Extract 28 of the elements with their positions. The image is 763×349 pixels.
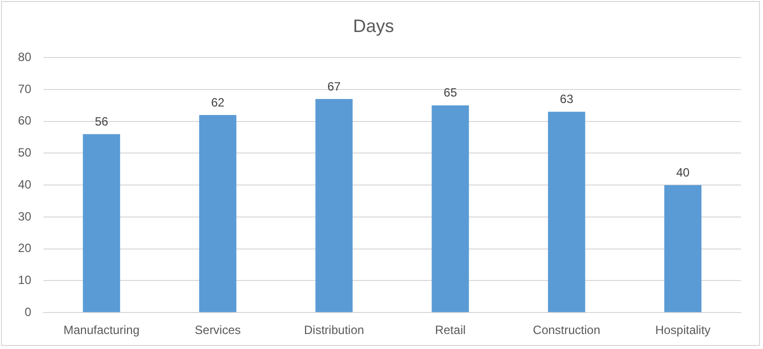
y-tick-label: 80 (18, 50, 32, 64)
x-tick-label: Services (194, 323, 241, 338)
x-tick-label: Retail (434, 323, 466, 338)
data-label: 40 (676, 165, 690, 180)
x-tick-label: Construction (532, 323, 600, 338)
chart-title: Days (352, 16, 394, 36)
data-label: 62 (211, 95, 225, 110)
y-tick-label: 60 (18, 114, 32, 128)
bar (548, 112, 586, 312)
y-tick-label: 40 (18, 177, 32, 192)
x-tick-label: Distribution (304, 323, 364, 338)
bar (432, 105, 469, 312)
data-label: 67 (327, 79, 342, 94)
data-label: 65 (444, 86, 458, 100)
y-tick-label: 10 (18, 273, 32, 288)
bar (664, 185, 702, 312)
bar (82, 134, 120, 312)
data-label: 63 (560, 92, 574, 106)
y-tick-label: 20 (18, 241, 32, 256)
x-tick-label: Manufacturing (63, 323, 140, 338)
data-label: 56 (94, 114, 108, 128)
y-tick-label: 0 (24, 304, 32, 319)
y-tick-label: 50 (18, 146, 32, 160)
bar (315, 99, 353, 312)
y-tick-label: 70 (18, 82, 32, 96)
y-tick-label: 30 (18, 209, 32, 224)
x-tick-label: Hospitality (655, 323, 711, 338)
bar (199, 114, 236, 312)
